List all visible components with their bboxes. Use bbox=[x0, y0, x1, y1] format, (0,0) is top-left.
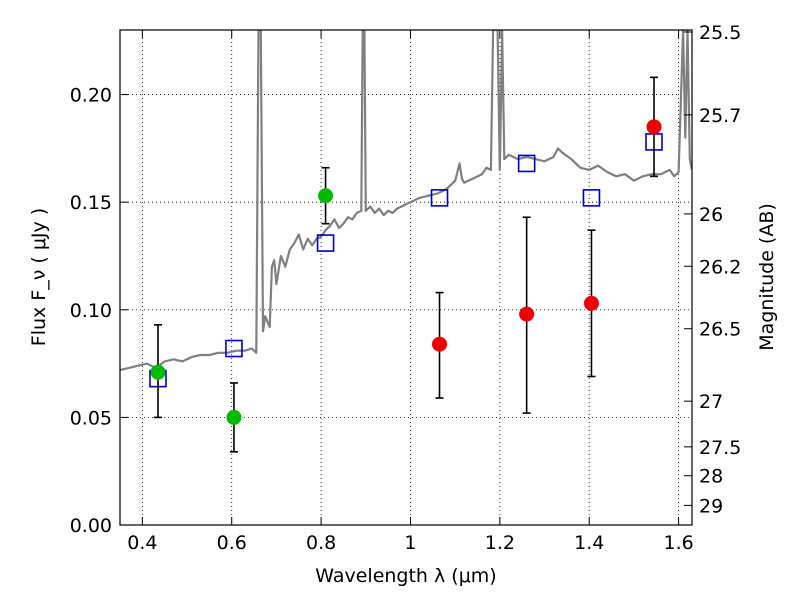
mag-tick-label: 26 bbox=[699, 204, 723, 226]
y-axis-label: Flux F_ν ( μJy ) bbox=[28, 208, 50, 346]
x-tick-label: 1.6 bbox=[663, 532, 693, 554]
x-axis-label: Wavelength λ (μm) bbox=[315, 565, 496, 587]
x-tick-label: 1.2 bbox=[485, 532, 515, 554]
plot-frame bbox=[119, 29, 693, 526]
model-photometry-square bbox=[225, 339, 243, 358]
y-tick-label: 0.20 bbox=[70, 85, 112, 107]
y-tick-label: 0.15 bbox=[70, 192, 112, 214]
x-tick-label: 0.4 bbox=[127, 532, 157, 554]
model-photometry-square bbox=[517, 154, 536, 173]
y-tick-label: 0.10 bbox=[70, 300, 112, 322]
observed-flux-point bbox=[150, 364, 166, 380]
plot-background bbox=[120, 30, 692, 525]
data-layer bbox=[120, 30, 692, 453]
observed-flux-point bbox=[432, 336, 448, 352]
model-photometry-square bbox=[582, 189, 601, 207]
y2-axis-label: Magnitude (AB) bbox=[756, 203, 778, 351]
mag-tick-label: 26.2 bbox=[699, 256, 741, 278]
y-tick-label: 0.00 bbox=[70, 515, 112, 537]
x-tick-label: 0.8 bbox=[306, 532, 336, 554]
y-tick-label: 0.05 bbox=[70, 407, 112, 429]
observed-flux-point bbox=[646, 119, 662, 135]
mag-tick-label: 27 bbox=[699, 391, 723, 413]
x-tick-label: 0.6 bbox=[217, 532, 247, 554]
mag-tick-label: 28 bbox=[699, 466, 723, 488]
mag-tick-label: 26.5 bbox=[699, 319, 741, 341]
model-spectrum-line bbox=[120, 30, 692, 372]
observed-flux-point bbox=[318, 188, 334, 204]
x-tick-label: 1 bbox=[404, 532, 416, 554]
mag-tick-label: 29 bbox=[699, 495, 723, 517]
axis-ticks: 0.4 0.6 0.8 1 1.2 1.4 1.6 0.00 0.05 0.10 0.15 0.20 2… bbox=[70, 22, 742, 554]
model-photometry-square bbox=[316, 234, 335, 252]
mag-tick-label: 25.5 bbox=[699, 22, 741, 44]
observed-flux-point bbox=[583, 295, 599, 311]
mag-tick-label: 27.5 bbox=[699, 437, 741, 459]
model-photometry-square bbox=[430, 189, 449, 207]
observed-flux-point bbox=[519, 306, 535, 322]
x-tick-label: 1.4 bbox=[574, 532, 604, 554]
observed-flux-point bbox=[226, 409, 242, 425]
mag-tick-label: 25.7 bbox=[699, 105, 741, 127]
